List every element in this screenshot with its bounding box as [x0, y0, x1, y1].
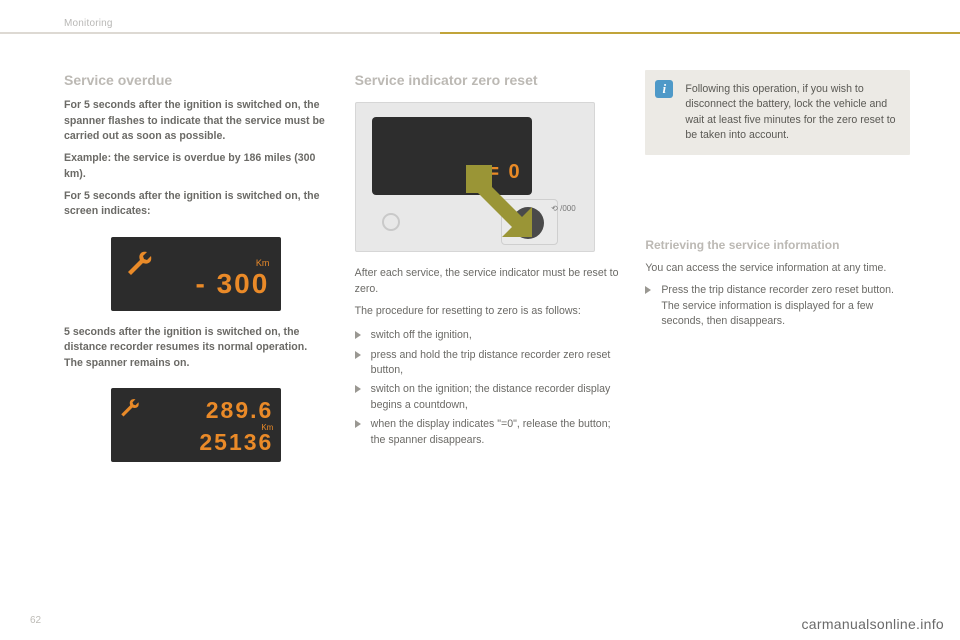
pointer-arrow-icon: [462, 165, 542, 239]
watermark: carmanualsonline.info: [802, 616, 945, 632]
rule-accent: [440, 32, 960, 34]
retrieve-list: Press the trip distance recorder zero re…: [645, 283, 910, 329]
retrieve-section: Retrieving the service information You c…: [645, 237, 910, 333]
display2-line2: 25136: [199, 426, 273, 459]
retrieve-step: Press the trip distance recorder zero re…: [645, 283, 910, 329]
col1-lead: For 5 seconds after the ignition is swit…: [64, 189, 329, 220]
retrieve-step-note: The service information is displayed for…: [661, 300, 873, 327]
manual-page: Monitoring Service overdue For 5 seconds…: [0, 0, 960, 640]
reset-step: switch off the ignition,: [355, 328, 620, 343]
col1-title: Service overdue: [64, 70, 329, 90]
retrieve-step-text: Press the trip distance recorder zero re…: [661, 284, 894, 296]
knob-label: ⟲ /000: [551, 203, 576, 215]
col1-after: 5 seconds after the ignition is switched…: [64, 325, 329, 371]
reset-panel-illustration: = 0 ⟲ /000: [355, 102, 595, 252]
content-columns: Service overdue For 5 seconds after the …: [64, 70, 910, 608]
header-rule: [0, 32, 960, 34]
col2-p2: The procedure for resetting to zero is a…: [355, 304, 620, 319]
section-header: Monitoring: [64, 18, 113, 29]
col2-p1: After each service, the service indicato…: [355, 266, 620, 297]
col-zero-reset: Service indicator zero reset = 0 ⟲ /000 …: [355, 70, 620, 608]
rule-grey: [0, 32, 440, 34]
reset-step: press and hold the trip distance recorde…: [355, 348, 620, 379]
reset-step: when the display indicates "=0", release…: [355, 417, 620, 448]
info-callout: i Following this operation, if you wish …: [645, 70, 910, 155]
retrieve-intro: You can access the service information a…: [645, 261, 910, 276]
display-overdue: Km - 300: [111, 237, 281, 311]
reset-step: switch on the ignition; the distance rec…: [355, 382, 620, 413]
display1-value: - 300: [196, 264, 270, 305]
page-number: 62: [30, 615, 41, 626]
col-info-retrieve: i Following this operation, if you wish …: [645, 70, 910, 608]
info-icon: i: [655, 80, 673, 98]
spanner-icon: [125, 249, 157, 281]
col1-example: Example: the service is overdue by 186 m…: [64, 151, 329, 182]
retrieve-title: Retrieving the service information: [645, 237, 910, 254]
reset-procedure-list: switch off the ignition, press and hold …: [355, 328, 620, 452]
col-service-overdue: Service overdue For 5 seconds after the …: [64, 70, 329, 608]
spanner-icon: [119, 397, 143, 421]
col1-intro: For 5 seconds after the ignition is swit…: [64, 98, 329, 144]
display-normal: 289.6 Km 25136: [111, 388, 281, 462]
col2-title: Service indicator zero reset: [355, 70, 620, 90]
info-text: Following this operation, if you wish to…: [685, 83, 895, 141]
